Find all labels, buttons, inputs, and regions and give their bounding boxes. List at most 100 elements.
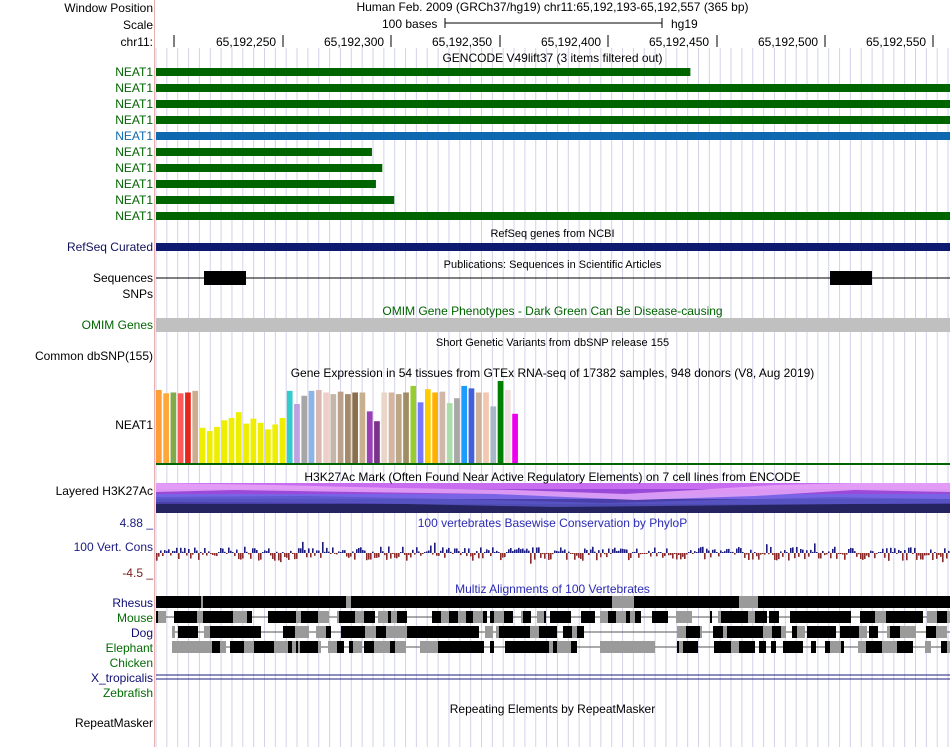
gencode-item-label[interactable]: NEAT1 bbox=[115, 177, 153, 191]
alignment-block bbox=[753, 626, 763, 638]
alignment-block bbox=[677, 641, 679, 653]
alignment-block bbox=[268, 611, 278, 623]
phylop-bar bbox=[258, 553, 260, 561]
phylop-bar bbox=[686, 553, 688, 555]
phylop-bar bbox=[506, 552, 508, 553]
conservation-track-label[interactable]: 100 Vert. Cons bbox=[73, 540, 153, 554]
alignment-block bbox=[349, 641, 353, 653]
alignment-block bbox=[732, 611, 740, 623]
alignment-block bbox=[731, 641, 739, 653]
phylop-bar bbox=[824, 553, 826, 556]
alignment-block bbox=[288, 641, 292, 653]
phylop-bar bbox=[934, 552, 936, 553]
species-label-dog[interactable]: Dog bbox=[130, 626, 153, 640]
alignment-block bbox=[405, 611, 407, 623]
track-image[interactable]: Human Feb. 2009 (GRCh37/hg19) chr11:65,1… bbox=[155, 0, 950, 747]
repeatmasker-track-label[interactable]: RepeatMasker bbox=[74, 716, 153, 730]
alignment-block bbox=[220, 641, 226, 653]
alignment-block bbox=[887, 626, 890, 638]
alignment-block bbox=[331, 596, 346, 608]
phylop-bar bbox=[362, 550, 364, 553]
species-label-zebrafish[interactable]: Zebrafish bbox=[102, 686, 153, 700]
track-graphics[interactable] bbox=[155, 0, 950, 747]
phylop-bar bbox=[746, 553, 748, 555]
snps-track-label[interactable]: SNPs bbox=[122, 287, 153, 301]
gencode-item-label[interactable]: NEAT1 bbox=[115, 209, 153, 223]
alignment-block bbox=[419, 596, 441, 608]
alignment-block bbox=[560, 611, 571, 623]
phylop-bar bbox=[738, 547, 740, 553]
phylop-bar bbox=[222, 548, 224, 553]
phylop-bar bbox=[492, 547, 494, 553]
ruler-tick-label: 65,192,250 bbox=[216, 35, 277, 49]
multiz-track-title: Multiz Alignments of 100 Vertebrates bbox=[455, 582, 650, 596]
phylop-bar bbox=[170, 553, 172, 556]
h3k27ac-track-label[interactable]: Layered H3K27Ac bbox=[55, 484, 153, 498]
refseq-track-label[interactable]: RefSeq Curated bbox=[66, 240, 153, 254]
alignment-block bbox=[793, 641, 803, 653]
alignment-block bbox=[783, 596, 809, 608]
gtex-bar bbox=[323, 392, 329, 463]
alignment-block bbox=[936, 626, 947, 638]
alignment-block bbox=[184, 611, 189, 623]
alignment-block bbox=[739, 596, 758, 608]
gencode-item-label[interactable]: NEAT1 bbox=[115, 161, 153, 175]
alignment-block bbox=[252, 641, 254, 653]
phylop-bar bbox=[322, 542, 324, 553]
gencode-item-label[interactable]: NEAT1 bbox=[115, 81, 153, 95]
alignment-block bbox=[181, 596, 183, 608]
chrom-label[interactable]: chr11: bbox=[120, 35, 153, 49]
gencode-item-label[interactable]: NEAT1 bbox=[115, 113, 153, 127]
gencode-item-label[interactable]: NEAT1 bbox=[115, 129, 153, 143]
alignment-block bbox=[718, 596, 737, 608]
gencode-item-label[interactable]: NEAT1 bbox=[115, 145, 153, 159]
species-label-mouse[interactable]: Mouse bbox=[116, 611, 153, 625]
phylop-bar bbox=[734, 553, 736, 555]
phylop-bar bbox=[430, 545, 432, 553]
species-label-xtropicalis[interactable]: X_tropicalis bbox=[90, 671, 153, 685]
phylop-bar bbox=[458, 551, 460, 553]
phylop-bar bbox=[762, 553, 764, 554]
alignment-block bbox=[769, 611, 779, 623]
phylop-bar bbox=[396, 553, 398, 559]
phylop-bar bbox=[232, 552, 234, 553]
species-label-chicken[interactable]: Chicken bbox=[109, 656, 153, 670]
phylop-bar bbox=[310, 553, 312, 558]
alignment-block bbox=[328, 641, 337, 653]
dbsnp-track-title: Short Genetic Variants from dbSNP releas… bbox=[435, 337, 670, 349]
gtex-bar bbox=[468, 388, 475, 463]
dbsnp-track-label[interactable]: Common dbSNP(155) bbox=[34, 349, 153, 363]
track-label-panel: Window Position Scale chr11: NEAT1 NEAT1… bbox=[0, 0, 155, 747]
alignment-block bbox=[282, 611, 289, 623]
gtex-track-label[interactable]: NEAT1 bbox=[115, 418, 153, 432]
gtex-bar bbox=[512, 413, 518, 463]
phylop-bar bbox=[438, 553, 440, 556]
phylop-bar bbox=[870, 550, 872, 553]
phylop-bar bbox=[478, 553, 480, 559]
phylop-bar bbox=[476, 550, 478, 553]
alignment-block bbox=[462, 641, 467, 653]
alignment-block bbox=[899, 611, 904, 623]
phylop-bar bbox=[440, 550, 442, 553]
alignment-block bbox=[713, 626, 716, 638]
phylop-bar bbox=[842, 553, 844, 555]
species-label-elephant[interactable]: Elephant bbox=[105, 641, 153, 655]
alignment-block bbox=[468, 626, 479, 638]
phylop-bar bbox=[186, 553, 188, 556]
gencode-item-label[interactable]: NEAT1 bbox=[115, 97, 153, 111]
phylop-bar bbox=[230, 550, 232, 553]
gencode-item-label[interactable]: NEAT1 bbox=[115, 65, 153, 79]
publications-track-label[interactable]: Sequences bbox=[92, 271, 153, 285]
species-label-rhesus[interactable]: Rhesus bbox=[112, 596, 153, 610]
alignment-block bbox=[738, 626, 742, 638]
gtex-bar bbox=[345, 394, 351, 463]
alignment-block bbox=[326, 626, 331, 638]
phylop-bar bbox=[944, 548, 946, 553]
gtex-bar bbox=[395, 394, 402, 463]
alignment-block bbox=[600, 641, 655, 653]
alignment-block bbox=[634, 596, 653, 608]
gtex-bar bbox=[185, 392, 191, 463]
phylop-bar bbox=[768, 553, 770, 555]
omim-track-label[interactable]: OMIM Genes bbox=[81, 318, 153, 332]
gencode-item-label[interactable]: NEAT1 bbox=[115, 193, 153, 207]
